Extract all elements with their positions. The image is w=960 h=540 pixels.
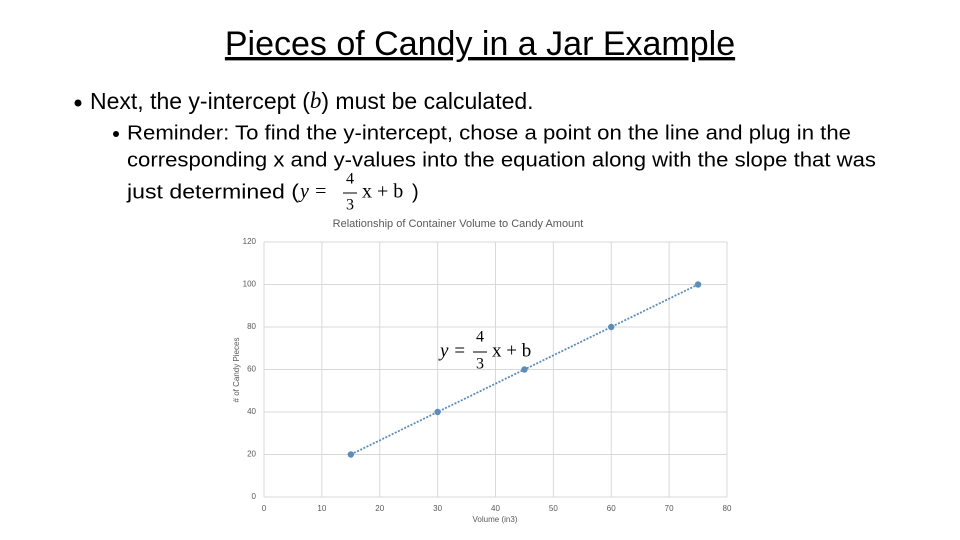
x-tick-label: 80 <box>723 504 732 513</box>
y-tick-label: 80 <box>247 322 256 331</box>
bullet-text: Next, the y-intercept (b) must be calcul… <box>90 88 534 114</box>
y-axis-label: # of Candy Pieces <box>232 338 241 403</box>
x-tick-label: 40 <box>491 504 500 513</box>
y-tick-label: 20 <box>247 450 256 459</box>
x-tick-label: 70 <box>665 504 674 513</box>
chart-title: Relationship of Container Volume to Cand… <box>333 218 584 230</box>
annotation-numerator: 4 <box>476 329 484 346</box>
data-point <box>694 281 702 288</box>
sub-bullet-dot <box>113 131 119 137</box>
bullet-part: b <box>310 88 322 113</box>
x-tick-label: 10 <box>317 504 326 513</box>
x-tick-label: 30 <box>433 504 442 513</box>
x-tick-label: 50 <box>549 504 558 513</box>
equation-denominator: 3 <box>346 197 354 214</box>
x-axis-label: Volume (in3) <box>473 515 518 524</box>
data-point <box>521 366 528 373</box>
slide-title: Pieces of Candy in a Jar Example <box>225 25 735 63</box>
x-tick-label: 60 <box>607 504 616 513</box>
plot-area: 0 20 40 60 80 100 120 0 10 20 30 40 50 60 70 80 <box>243 237 732 513</box>
x-tick-label: 0 <box>262 504 267 513</box>
bullet-dot <box>74 99 82 107</box>
y-tick-label: 0 <box>252 492 257 501</box>
equation-numerator: 4 <box>346 171 354 188</box>
annotation-lhs: y = <box>438 340 466 361</box>
y-tick-label: 100 <box>243 280 257 289</box>
sub-bullet-line: just determined ( <box>126 181 300 203</box>
sub-bullet-line: corresponding x and y-values into the eq… <box>127 149 876 171</box>
bullet-part: ) must be calculated. <box>321 88 533 114</box>
y-tick-label: 60 <box>247 365 256 374</box>
data-point <box>347 451 355 458</box>
equation-lhs: y = <box>298 181 327 203</box>
bullet-part: Next, the y-intercept ( <box>90 88 310 114</box>
x-tick-label: 20 <box>375 504 384 513</box>
annotation-rhs: x + b <box>492 340 531 361</box>
sub-bullet-line: Reminder: To find the y-intercept, chose… <box>127 122 851 144</box>
annotation-denominator: 3 <box>476 356 484 373</box>
y-tick-label: 120 <box>243 237 257 246</box>
equation-rhs: x + b <box>362 181 403 203</box>
data-point <box>434 408 441 416</box>
data-point <box>608 323 615 331</box>
sub-bullet-closing: ) <box>412 181 419 203</box>
y-tick-label: 40 <box>247 407 256 416</box>
